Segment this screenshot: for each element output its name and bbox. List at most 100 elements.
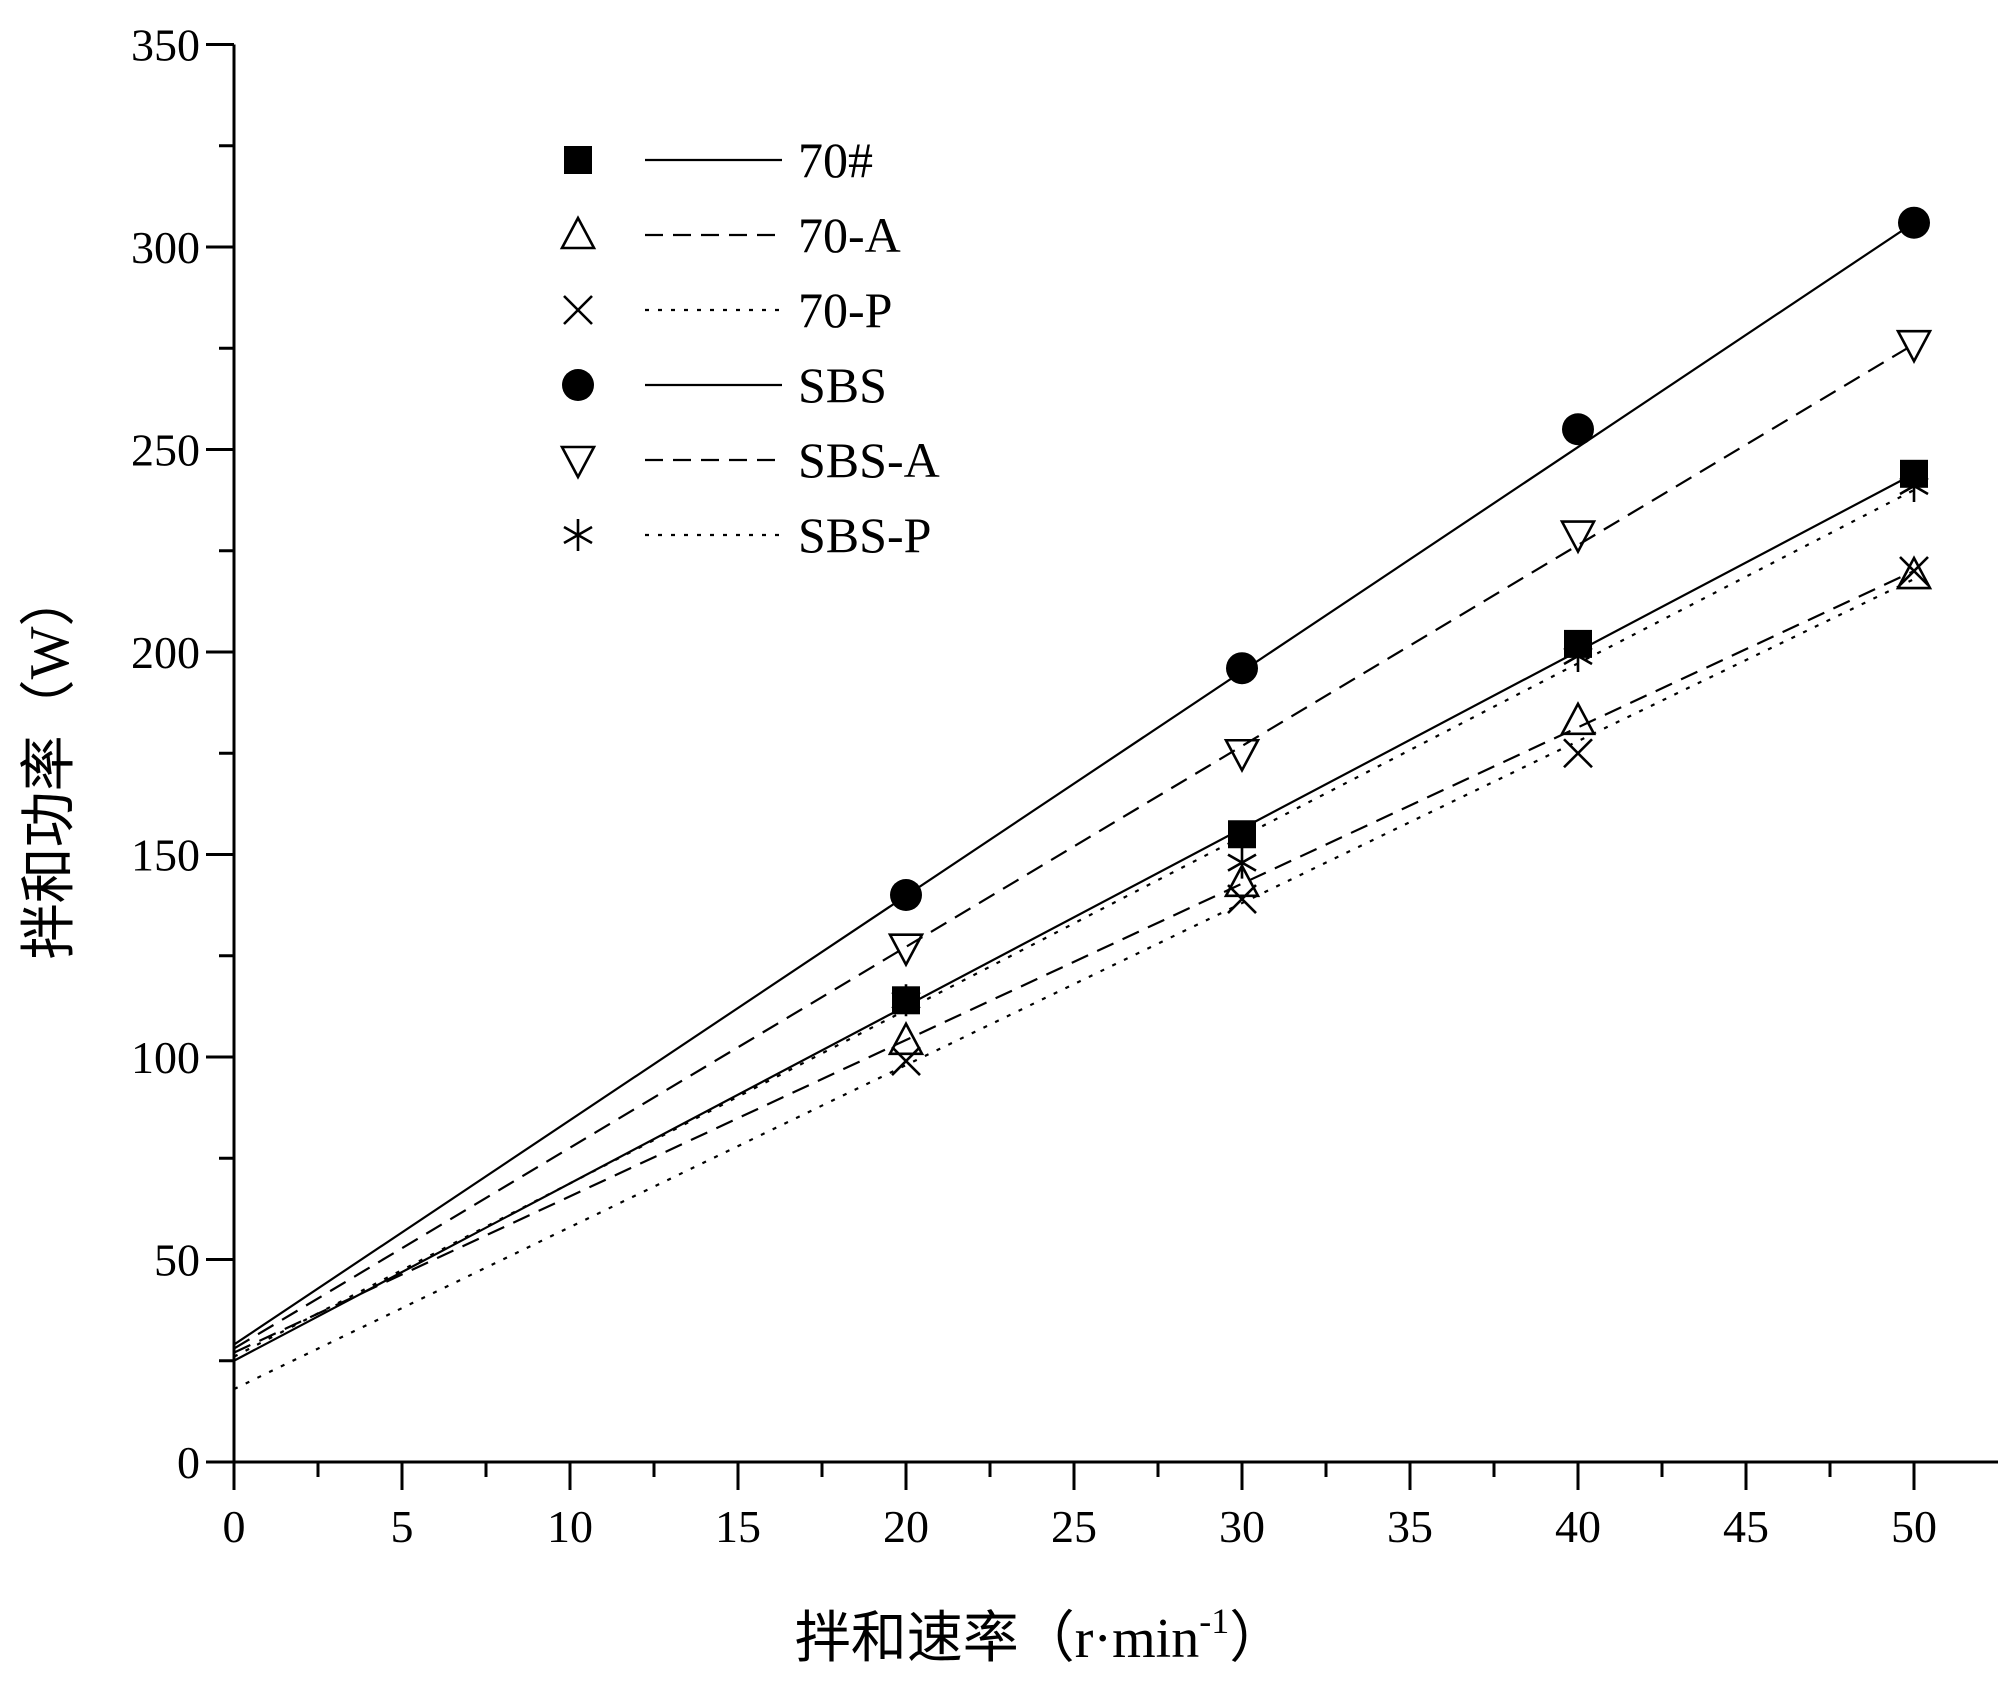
legend-marker-sbs [562, 369, 594, 401]
legend: 70# 70-A 70-P SBS SBS-A SBS-P [559, 132, 940, 563]
legend-item-70: 70# [564, 132, 873, 188]
x-tick-label-5: 5 [391, 1501, 414, 1552]
y-tick-label-250: 250 [131, 425, 200, 476]
point-70-p-50-shape [1899, 556, 1929, 586]
point-70-p-50 [1899, 556, 1929, 586]
legend-marker-sbs-a-shape [559, 445, 597, 480]
fit-lines [233, 221, 1915, 1391]
point-sbs-30 [1226, 652, 1258, 685]
x-tick-label-25: 25 [1051, 1501, 1097, 1552]
point-sbs-p-20-shape [891, 984, 921, 1017]
point-sbs-p-20 [891, 984, 921, 1017]
x-tick-label-50: 50 [1891, 1501, 1937, 1552]
point-sbs-50 [1898, 206, 1930, 239]
y-tick-label-300: 300 [131, 222, 200, 273]
point-sbs-20-shape [890, 879, 922, 911]
point-sbs-40-shape [1562, 413, 1594, 446]
point-70-a-20 [887, 1021, 925, 1056]
point-70-a-40-shape [1559, 701, 1597, 736]
legend-item-sbs: SBS [562, 357, 887, 413]
x-tick-label-15: 15 [715, 1501, 761, 1552]
legend-item-sbs-p: SBS-P [563, 507, 931, 563]
point-sbs-a-50-shape [1895, 329, 1933, 364]
point-sbs-30-shape [1226, 652, 1258, 685]
legend-marker-sbs-a [559, 445, 597, 480]
point-sbs-a-40 [1559, 520, 1597, 555]
legend-label-70-p: 70-P [798, 282, 892, 338]
point-sbs-p-50 [1899, 469, 1929, 502]
fit-line-sbs [233, 221, 1915, 1346]
point-70-30 [1228, 820, 1256, 849]
point-70-p-20-shape [891, 1046, 921, 1076]
y-tick-label-150: 150 [131, 830, 200, 881]
legend-marker-70-a-shape [559, 215, 597, 250]
legend-marker-70-shape [564, 146, 592, 174]
legend-item-70-a: 70-A [559, 207, 901, 263]
point-70-a-30 [1223, 863, 1261, 898]
legend-label-sbs: SBS [798, 357, 887, 413]
point-sbs-20 [890, 879, 922, 911]
y-tick-label-0: 0 [177, 1437, 200, 1488]
y-tick-label-100: 100 [131, 1032, 200, 1083]
legend-label-sbs-a: SBS-A [798, 432, 940, 488]
legend-marker-70 [564, 146, 592, 174]
point-70-a-30-shape [1223, 863, 1261, 898]
y-tick-label-50: 50 [154, 1235, 200, 1286]
point-70-a-20-shape [887, 1021, 925, 1056]
point-sbs-50-shape [1898, 206, 1930, 239]
point-sbs-p-30 [1227, 846, 1257, 879]
x-tick-label-0: 0 [223, 1501, 246, 1552]
point-70-p-30-shape [1227, 884, 1257, 914]
point-sbs-p-40 [1563, 640, 1593, 673]
point-sbs-a-30-shape [1223, 738, 1261, 774]
point-sbs-a-20-shape [887, 933, 925, 968]
legend-marker-sbs-shape [562, 369, 594, 401]
legend-marker-sbs-p-shape [563, 519, 593, 551]
point-sbs-p-50-shape [1899, 469, 1929, 502]
point-sbs-p-30-shape [1227, 846, 1257, 879]
axes: 0 50 100 150 200 250 300 350 0 5 10 15 20 25 30 35 40 45 5… [131, 20, 1998, 1552]
x-axis-title-main: 拌和速率（r·min [795, 1608, 1199, 1670]
legend-marker-sbs-p [563, 519, 593, 551]
legend-label-70-a: 70-A [798, 207, 901, 263]
point-sbs-40 [1562, 413, 1594, 446]
point-70-a-40 [1559, 701, 1597, 736]
x-axis-title-superscript: -1 [1199, 1601, 1229, 1641]
point-sbs-a-20 [887, 933, 925, 968]
legend-item-sbs-a: SBS-A [559, 432, 940, 488]
x-tick-label-45: 45 [1723, 1501, 1769, 1552]
point-sbs-a-40-shape [1559, 520, 1597, 555]
x-axis-title: 拌和速率（r·min-1） [795, 1601, 1285, 1670]
point-sbs-a-30 [1223, 738, 1261, 774]
fit-line-sbs-p [233, 489, 1915, 1358]
point-sbs-a-50 [1895, 329, 1933, 364]
point-sbs-p-40-shape [1563, 640, 1593, 673]
fit-line-sbs-a [233, 343, 1915, 1350]
legend-label-sbs-p: SBS-P [798, 507, 931, 563]
x-tick-label-10: 10 [547, 1501, 593, 1552]
x-tick-label-40: 40 [1555, 1501, 1601, 1552]
point-70-a-50 [1895, 555, 1933, 590]
legend-marker-70-p [563, 295, 593, 325]
y-tick-label-350: 350 [131, 20, 200, 71]
x-tick-label-35: 35 [1387, 1501, 1433, 1552]
point-70-30-shape [1228, 820, 1256, 849]
x-tick-label-20: 20 [883, 1501, 929, 1552]
point-70-p-40-shape [1563, 738, 1593, 769]
y-axis-title: 拌和功率（W） [19, 571, 81, 960]
y-tick-label-200: 200 [131, 627, 200, 678]
legend-label-70: 70# [798, 132, 873, 188]
legend-item-70-p: 70-P [563, 282, 892, 338]
point-70-p-20 [891, 1046, 921, 1076]
x-tick-label-30: 30 [1219, 1501, 1265, 1552]
legend-marker-70-p-shape [563, 295, 593, 325]
point-70-a-50-shape [1895, 555, 1933, 590]
fit-line-70-a [233, 570, 1915, 1354]
x-axis-title-close: ） [1229, 1608, 1285, 1670]
point-70-p-30 [1227, 884, 1257, 914]
data-markers [887, 206, 1933, 1076]
legend-marker-70-a [559, 215, 597, 250]
point-70-p-40 [1563, 738, 1593, 769]
